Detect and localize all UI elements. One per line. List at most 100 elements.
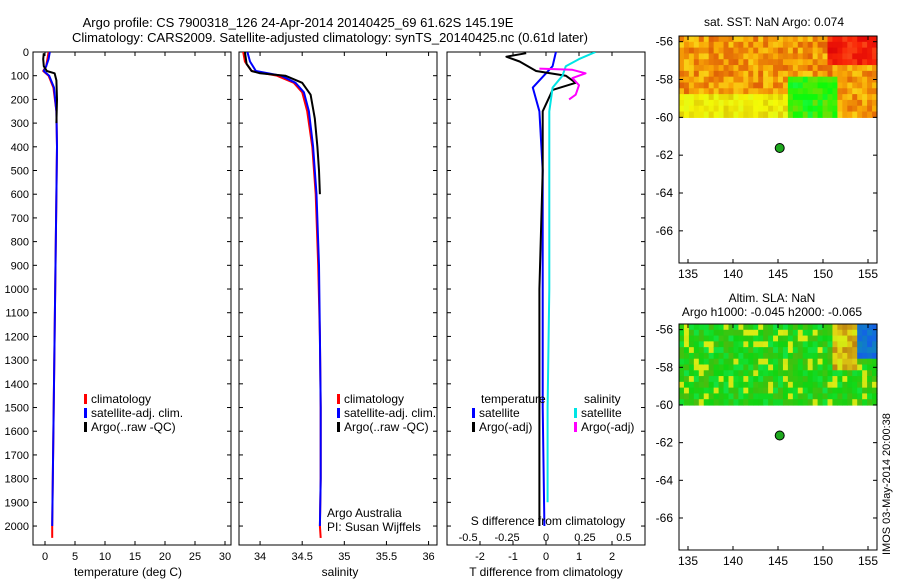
heatmap-cell xyxy=(778,41,784,49)
heatmap-cell xyxy=(708,65,715,72)
heatmap-cell xyxy=(713,82,720,89)
heatmap-cell xyxy=(748,65,754,72)
heatmap-cell xyxy=(782,364,789,371)
heatmap-cell xyxy=(728,335,735,342)
x-tick-label: 145 xyxy=(768,554,788,568)
heatmap-cell xyxy=(792,358,799,366)
heatmap-cell xyxy=(867,387,873,395)
heatmap-cell xyxy=(728,70,735,78)
heatmap-cell xyxy=(683,111,690,118)
heatmap-cell xyxy=(792,94,799,101)
heatmap-cell xyxy=(683,53,690,60)
heatmap-cell xyxy=(703,88,710,95)
heatmap-cell xyxy=(718,65,725,72)
heatmap-cell xyxy=(787,99,794,107)
heatmap-cell xyxy=(723,329,730,337)
heatmap-cell xyxy=(773,393,779,400)
heatmap-cell xyxy=(698,99,705,107)
heatmap-cell xyxy=(768,99,774,107)
heatmap-cell xyxy=(782,82,789,89)
heatmap-cell xyxy=(698,41,705,49)
heatmap-cell xyxy=(768,88,774,95)
heatmap-cell xyxy=(827,399,834,406)
heatmap-cell xyxy=(837,370,843,377)
heatmap-cell xyxy=(792,111,799,118)
heatmap-cell xyxy=(867,76,873,84)
heatmap-cell xyxy=(713,329,720,337)
heatmap-cell xyxy=(782,347,789,354)
heatmap-cell xyxy=(842,41,848,49)
heatmap-cell xyxy=(822,393,829,400)
heatmap-cell xyxy=(837,65,843,72)
heatmap-cell xyxy=(713,76,720,84)
heatmap-cell xyxy=(778,70,784,78)
difference-secondary-xlabel: S difference from climatology xyxy=(471,514,626,528)
heatmap-cell xyxy=(723,370,730,377)
sla-map: 135 140 145 150 155 -56 -58 -60 -62 -64 -66 xyxy=(656,323,879,568)
heatmap-cell xyxy=(763,76,769,84)
heatmap-cell xyxy=(718,335,725,342)
legend-swatch xyxy=(84,394,87,404)
heatmap-cell xyxy=(763,370,769,377)
heatmap-cell xyxy=(852,111,858,118)
heatmap-cell xyxy=(817,347,824,354)
heatmap-cell xyxy=(693,59,700,66)
heatmap-cell xyxy=(733,53,739,60)
heatmap-cell xyxy=(802,335,809,342)
heatmap-cell xyxy=(679,335,685,342)
heatmap-cell xyxy=(753,47,759,55)
heatmap-cell xyxy=(708,99,715,107)
x-tick-label: 1 xyxy=(576,551,582,563)
heatmap-cell xyxy=(778,335,784,342)
legend-label: Argo(..raw -QC) xyxy=(344,420,429,434)
heatmap-cell xyxy=(728,352,735,360)
heatmap-cell xyxy=(827,36,834,43)
heatmap-cell xyxy=(768,47,774,55)
heatmap-cell xyxy=(782,387,789,395)
heatmap-cell xyxy=(857,82,863,89)
heatmap-cell xyxy=(778,76,784,84)
series-salinity-satellite xyxy=(546,52,596,503)
heatmap-cell xyxy=(723,393,730,400)
heatmap-cell xyxy=(743,376,749,383)
heatmap-cell xyxy=(792,399,799,406)
heatmap-cell xyxy=(728,94,735,101)
x-tick-label: 35.5 xyxy=(376,551,397,563)
heatmap-cell xyxy=(723,347,730,354)
heatmap-cell xyxy=(733,358,739,366)
heatmap-cell xyxy=(792,47,799,55)
heatmap-cell xyxy=(792,329,799,337)
heatmap-cell xyxy=(683,324,690,331)
heatmap-cell xyxy=(738,41,744,49)
heatmap-cell xyxy=(679,53,685,60)
heatmap-cell xyxy=(842,36,848,43)
heatmap-cell xyxy=(713,36,720,43)
heatmap-cell xyxy=(802,111,809,118)
heatmap-cell xyxy=(773,70,779,78)
x-tick-label: 35 xyxy=(338,551,350,563)
heatmap-cell xyxy=(847,70,853,78)
heatmap-cell xyxy=(812,381,819,389)
heatmap-cell xyxy=(837,341,843,348)
heatmap-cell xyxy=(822,335,829,342)
heatmap-cell xyxy=(763,111,769,118)
heatmap-cell xyxy=(812,111,819,118)
heatmap-cell xyxy=(862,364,868,371)
heatmap-cell xyxy=(773,358,779,366)
heatmap-cell xyxy=(728,358,735,366)
heatmap-cell xyxy=(872,341,878,348)
heatmap-cell xyxy=(847,65,853,72)
heatmap-cell xyxy=(817,111,824,118)
heatmap-cell xyxy=(683,70,690,78)
heatmap-cell xyxy=(718,59,725,66)
heatmap-cell xyxy=(862,399,868,406)
heatmap-cell xyxy=(857,105,863,113)
heatmap-cell xyxy=(857,376,863,383)
heatmap-cell xyxy=(817,335,824,342)
heatmap-cell xyxy=(852,99,858,107)
heatmap-cell xyxy=(773,324,779,331)
heatmap-cell xyxy=(787,329,794,337)
heatmap-cell xyxy=(738,65,744,72)
heatmap-cell xyxy=(738,352,744,360)
heatmap-cell xyxy=(797,99,804,107)
